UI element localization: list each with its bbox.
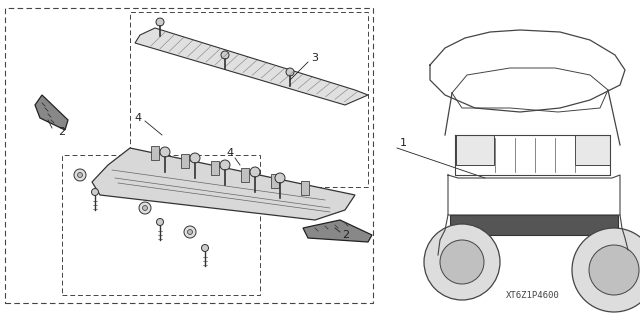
Circle shape: [157, 219, 163, 226]
Polygon shape: [241, 168, 249, 182]
Circle shape: [250, 167, 260, 177]
Polygon shape: [301, 181, 309, 195]
Polygon shape: [271, 174, 279, 188]
Circle shape: [190, 153, 200, 163]
Circle shape: [440, 240, 484, 284]
Text: XT6Z1P4600: XT6Z1P4600: [506, 291, 560, 300]
Circle shape: [139, 202, 151, 214]
Text: 2: 2: [58, 127, 65, 137]
Circle shape: [202, 244, 209, 251]
Polygon shape: [575, 135, 610, 165]
Circle shape: [74, 169, 86, 181]
Text: 4: 4: [227, 148, 234, 158]
Polygon shape: [450, 215, 618, 235]
Polygon shape: [181, 154, 189, 168]
Text: 1: 1: [399, 138, 406, 148]
Text: 3: 3: [312, 53, 319, 63]
Circle shape: [221, 51, 229, 59]
Polygon shape: [135, 28, 368, 105]
Polygon shape: [35, 95, 68, 130]
Circle shape: [589, 245, 639, 295]
Polygon shape: [92, 148, 355, 220]
Polygon shape: [211, 161, 219, 175]
Circle shape: [156, 18, 164, 26]
Polygon shape: [303, 220, 372, 242]
Text: 2: 2: [342, 230, 349, 240]
Circle shape: [143, 205, 147, 211]
Polygon shape: [456, 135, 494, 165]
Circle shape: [275, 173, 285, 183]
Circle shape: [160, 147, 170, 157]
Circle shape: [92, 189, 99, 196]
Circle shape: [77, 173, 83, 177]
Polygon shape: [151, 146, 159, 160]
Circle shape: [286, 68, 294, 76]
Text: 4: 4: [134, 113, 141, 123]
Circle shape: [188, 229, 193, 234]
Circle shape: [572, 228, 640, 312]
Circle shape: [184, 226, 196, 238]
Circle shape: [220, 160, 230, 170]
Circle shape: [424, 224, 500, 300]
